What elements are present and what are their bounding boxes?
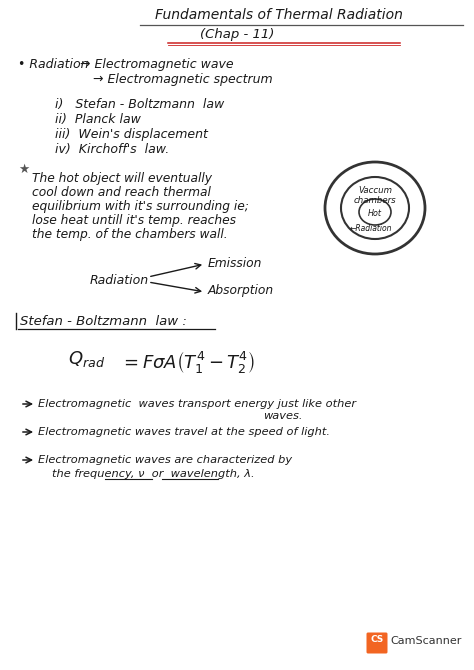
Text: i)   Stefan - Boltzmann  law: i) Stefan - Boltzmann law xyxy=(55,98,224,111)
Text: Fundamentals of Thermal Radiation: Fundamentals of Thermal Radiation xyxy=(155,8,403,22)
Text: cool down and reach thermal: cool down and reach thermal xyxy=(32,186,211,199)
Text: equilibrium with it's surrounding ie;: equilibrium with it's surrounding ie; xyxy=(32,200,249,213)
Text: (Chap - 11): (Chap - 11) xyxy=(200,28,274,41)
Text: $Q_{rad}$: $Q_{rad}$ xyxy=(68,349,105,369)
Text: Emission: Emission xyxy=(208,257,263,270)
Text: iv)  Kirchoff's  law.: iv) Kirchoff's law. xyxy=(55,143,169,156)
Text: the frequency, ν  or  wavelength, λ.: the frequency, ν or wavelength, λ. xyxy=(52,469,255,479)
Text: Hot: Hot xyxy=(368,209,382,218)
FancyBboxPatch shape xyxy=(366,632,388,653)
Text: Electromagnetic  waves transport energy just like other: Electromagnetic waves transport energy j… xyxy=(38,399,356,409)
Text: Electromagnetic waves are characterized by: Electromagnetic waves are characterized … xyxy=(38,455,292,465)
Text: Absorption: Absorption xyxy=(208,284,274,297)
Text: Radiation: Radiation xyxy=(90,274,149,287)
Text: chambers: chambers xyxy=(354,196,396,205)
Text: iii)  Wein's displacement: iii) Wein's displacement xyxy=(55,128,208,141)
Text: CS: CS xyxy=(370,635,383,644)
Text: $= F\sigma A\left(T_1^4 - T_2^4\right)$: $= F\sigma A\left(T_1^4 - T_2^4\right)$ xyxy=(120,349,255,375)
Text: → Electromagnetic wave: → Electromagnetic wave xyxy=(80,58,234,71)
Text: Electromagnetic waves travel at the speed of light.: Electromagnetic waves travel at the spee… xyxy=(38,427,330,437)
Text: The hot object will eventually: The hot object will eventually xyxy=(32,172,212,185)
Text: Vaccum: Vaccum xyxy=(358,186,392,195)
Text: waves.: waves. xyxy=(263,411,302,421)
Text: • Radiation: • Radiation xyxy=(18,58,89,71)
Text: → Electromagnetic spectrum: → Electromagnetic spectrum xyxy=(93,73,273,86)
Text: ★: ★ xyxy=(18,163,29,176)
Text: Stefan - Boltzmann  law :: Stefan - Boltzmann law : xyxy=(20,315,187,328)
Text: lose heat untill it's temp. reaches: lose heat untill it's temp. reaches xyxy=(32,214,236,227)
Text: ←Radiation: ←Radiation xyxy=(350,224,392,233)
Text: CamScanner: CamScanner xyxy=(390,636,461,646)
Text: ii)  Planck law: ii) Planck law xyxy=(55,113,141,126)
Text: the temp. of the chambers wall.: the temp. of the chambers wall. xyxy=(32,228,228,241)
